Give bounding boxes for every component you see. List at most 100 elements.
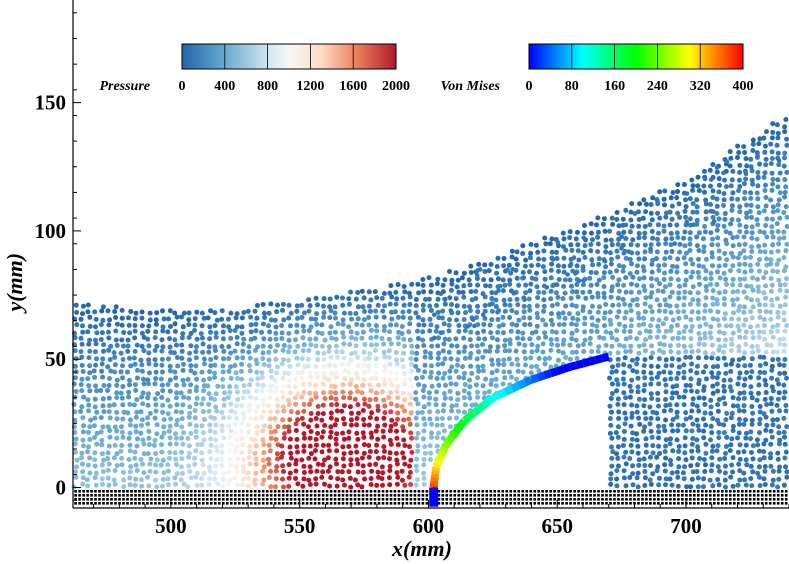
- fluid-particle: [710, 188, 716, 194]
- fluid-particle: [213, 334, 219, 340]
- fluid-particle: [596, 277, 602, 283]
- fluid-particle: [246, 349, 252, 355]
- fluid-particle: [348, 329, 354, 335]
- fluid-particle: [235, 456, 241, 462]
- fluid-particle: [246, 455, 252, 461]
- fluid-particle: [79, 450, 85, 456]
- fluid-particle: [628, 209, 634, 215]
- plate-segment: [485, 394, 496, 405]
- wall-particle: [465, 494, 469, 497]
- wall-particle: [238, 502, 241, 505]
- fluid-particle: [327, 434, 333, 440]
- plate-segment: [471, 406, 482, 417]
- fluid-particle: [132, 328, 138, 334]
- wall-particle: [701, 494, 704, 497]
- fluid-particle: [105, 424, 111, 430]
- fluid-particle: [522, 322, 528, 328]
- fluid-particle: [307, 435, 313, 441]
- fluid-particle: [476, 368, 482, 374]
- fluid-particle: [80, 475, 86, 481]
- fluid-particle: [595, 309, 601, 315]
- fluid-particle: [737, 282, 743, 288]
- fluid-particle: [701, 244, 707, 250]
- fluid-particle: [628, 217, 634, 223]
- fluid-particle: [516, 317, 522, 323]
- fluid-particle: [440, 408, 446, 414]
- fluid-particle: [475, 282, 481, 288]
- fluid-particle: [614, 268, 620, 274]
- wall-particle: [677, 502, 680, 505]
- fluid-particle: [654, 410, 660, 416]
- wall-particle: [78, 502, 81, 505]
- fluid-particle: [354, 321, 360, 327]
- fluid-particle: [782, 194, 788, 200]
- wall-particle: [721, 494, 724, 497]
- fluid-particle: [273, 356, 279, 362]
- fluid-particle: [254, 424, 260, 430]
- fluid-particle: [274, 464, 280, 470]
- fluid-particle: [761, 329, 767, 335]
- wall-particle: [134, 490, 137, 493]
- wall-particle: [593, 502, 596, 505]
- fluid-particle: [601, 270, 607, 276]
- fluid-particle: [234, 341, 240, 347]
- fluid-particle: [232, 430, 238, 436]
- fluid-particle: [416, 322, 422, 328]
- fluid-particle: [387, 482, 393, 488]
- fluid-particle: [695, 297, 701, 303]
- fluid-particle: [92, 463, 98, 469]
- fluid-particle: [79, 354, 85, 360]
- fluid-particle: [354, 422, 360, 428]
- fluid-particle: [79, 455, 84, 461]
- fluid-particle: [381, 291, 387, 296]
- fluid-particle: [98, 322, 104, 328]
- fluid-particle: [676, 357, 682, 363]
- fluid-particle: [407, 315, 413, 321]
- fluid-particle: [467, 282, 473, 288]
- wall-particle: [257, 494, 261, 497]
- fluid-particle: [321, 390, 326, 396]
- fluid-particle: [473, 288, 479, 294]
- fluid-particle: [415, 314, 421, 320]
- fluid-particle: [328, 410, 334, 416]
- fluid-particle: [556, 311, 561, 317]
- fluid-particle: [215, 383, 221, 389]
- wall-particle: [389, 490, 393, 493]
- fluid-particle: [748, 324, 754, 330]
- fluid-particle: [147, 310, 153, 316]
- spray-particle: [550, 257, 556, 262]
- fluid-particle: [466, 277, 472, 283]
- fluid-particle: [687, 354, 693, 360]
- fluid-particle: [669, 324, 674, 330]
- fluid-particle: [749, 417, 755, 423]
- fluid-particle: [167, 336, 172, 342]
- fluid-particle: [106, 461, 112, 467]
- wall-particle: [166, 498, 169, 501]
- fluid-particle: [527, 336, 533, 342]
- fluid-particle: [132, 316, 138, 322]
- spray-particle: [577, 278, 582, 284]
- fluid-particle: [656, 268, 662, 273]
- fluid-particle: [414, 468, 420, 474]
- wall-particle: [501, 490, 504, 493]
- wall-particle: [625, 502, 628, 505]
- fluid-particle: [710, 162, 716, 167]
- fluid-particle: [428, 322, 434, 328]
- fluid-particle: [320, 402, 326, 408]
- wall-particle: [780, 490, 784, 493]
- fluid-particle: [744, 295, 750, 301]
- fluid-particle: [193, 448, 199, 454]
- fluid-particle: [119, 395, 125, 401]
- fluid-particle: [98, 337, 104, 342]
- fluid-particle: [574, 356, 580, 361]
- fluid-particle: [507, 369, 512, 375]
- fluid-particle: [92, 374, 98, 380]
- wall-particle: [657, 490, 660, 493]
- fluid-particle: [756, 288, 762, 294]
- fluid-particle: [259, 329, 264, 335]
- fluid-particle: [127, 482, 133, 488]
- fluid-particle: [616, 416, 622, 421]
- fluid-particle: [159, 395, 165, 400]
- fluid-particle: [710, 374, 716, 380]
- fluid-particle: [697, 323, 703, 329]
